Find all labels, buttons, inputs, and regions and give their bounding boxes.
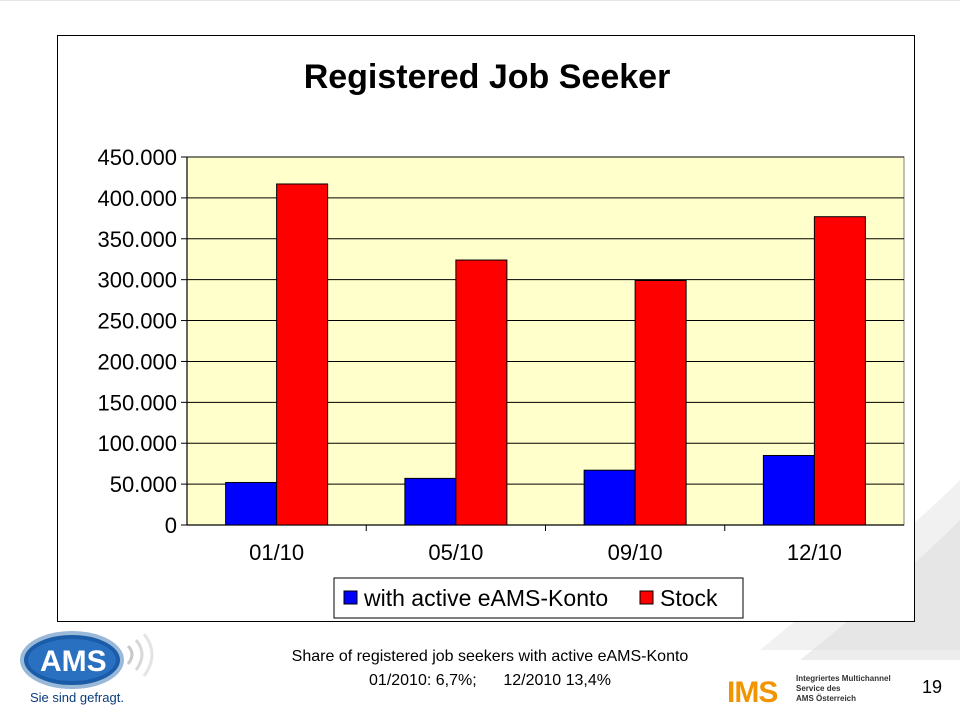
ims-logo-line-2: Service des — [796, 684, 841, 693]
x-tick-label: 12/10 — [787, 540, 842, 565]
bar-chart: Registered Job Seeker 0 50.000 100.000 150.0… — [97, 58, 905, 619]
caption-line-1: Share of registered job seekers with act… — [291, 648, 689, 665]
y-tick-label: 350.000 — [97, 227, 177, 252]
y-tick-label: 450.000 — [97, 145, 177, 170]
y-tick-label: 300.000 — [97, 268, 177, 293]
ims-logo-subtitle: Integriertes Multichannel Service des AM… — [796, 674, 891, 704]
y-tick-label: 400.000 — [97, 186, 177, 211]
ams-logo: AMS — [20, 631, 154, 689]
x-tick-label: 09/10 — [608, 540, 663, 565]
ams-logo-text: AMS — [40, 645, 107, 678]
x-tick-label: 05/10 — [428, 540, 483, 565]
y-tick-label: 0 — [165, 513, 177, 538]
legend-swatch — [639, 590, 654, 605]
chart-title: Registered Job Seeker — [304, 58, 671, 96]
bar-stock-1 — [455, 259, 508, 526]
y-tick-label: 200.000 — [97, 349, 177, 374]
y-tick-label: 100.000 — [97, 431, 177, 456]
bar-stock-3 — [813, 216, 866, 526]
ams-slogan: Sie sind gefragt. — [30, 690, 124, 705]
y-tick-label: 250.000 — [97, 309, 177, 334]
chart-frame: Registered Job Seeker 0 50.000 100.000 150.0… — [57, 35, 915, 622]
y-tick-label: 150.000 — [97, 390, 177, 415]
legend-swatch — [343, 590, 358, 605]
bar-stock-2 — [634, 279, 687, 526]
ims-logo-line-3: AMS Österreich — [796, 694, 857, 703]
bar-eams-3 — [762, 454, 815, 526]
ims-logo-letters: IMS — [727, 676, 778, 709]
caption-line-2: 01/2010: 6,7%; 12/2010 13,4% — [369, 672, 611, 689]
bar-eams-0 — [225, 481, 278, 526]
y-tick-label: 50.000 — [110, 472, 177, 497]
x-tick-label: 01/10 — [249, 540, 304, 565]
chart-caption: Share of registered job seekers with act… — [200, 645, 780, 693]
bar-eams-2 — [583, 469, 636, 526]
page-number: 19 — [922, 677, 943, 697]
bar-stock-0 — [276, 183, 329, 526]
legend-label: with active eAMS-Konto — [363, 585, 608, 611]
legend-label: Stock — [660, 585, 718, 611]
bar-eams-1 — [404, 477, 457, 526]
ims-logo-line-1: Integriertes Multichannel — [796, 674, 891, 683]
legend — [333, 577, 744, 619]
